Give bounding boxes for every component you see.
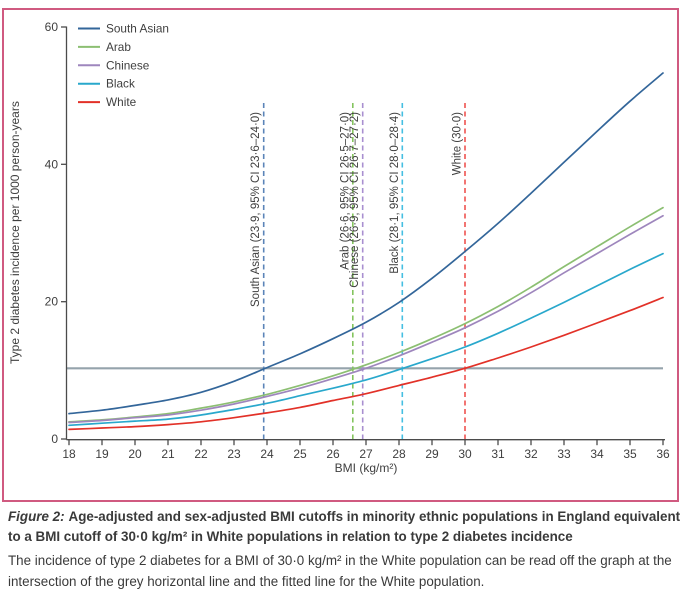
x-tick-label: 21: [161, 447, 175, 461]
x-tick-label: 31: [491, 447, 505, 461]
chart-canvas: South Asian (23·9, 95% CI 23·6–24·0) Arab…: [45, 20, 670, 461]
series-line-south-asian: [68, 72, 664, 415]
cutoff-label-white: White (30·0): [452, 112, 464, 175]
caption-title-text: Age-adjusted and sex-adjusted BMI cutoff…: [8, 509, 681, 544]
legend-label-chinese: Chinese: [106, 58, 150, 72]
cutoff-label-chinese: Chinese (26·9, 95% CI 26·7–27·2): [349, 112, 361, 288]
y-tick-label: 40: [45, 157, 59, 171]
cutoff-label-south-asian: South Asian (23·9, 95% CI 23·6–24·0): [250, 112, 262, 307]
series-line-arab: [68, 206, 664, 423]
x-tick-label: 24: [260, 447, 274, 461]
x-tick-label: 18: [62, 447, 76, 461]
legend-label-white: White: [106, 95, 137, 109]
cutoff-label-black: Black (28·1, 95% CI 28·0–28·4): [389, 112, 401, 274]
x-tick-label: 29: [425, 447, 439, 461]
x-tick-label: 35: [623, 447, 637, 461]
x-tick-label: 22: [194, 447, 208, 461]
x-tick-label: 28: [392, 447, 406, 461]
x-tick-label: 20: [128, 447, 142, 461]
series-line-black: [68, 252, 664, 427]
y-tick-label: 0: [51, 432, 58, 446]
x-tick-label: 25: [293, 447, 307, 461]
x-tick-label: 19: [95, 447, 109, 461]
legend-label-arab: Arab: [106, 40, 131, 54]
x-tick-label: 27: [359, 447, 373, 461]
caption-title: Figure 2: Age-adjusted and sex-adjusted B…: [8, 507, 682, 547]
figure-caption: Figure 2: Age-adjusted and sex-adjusted B…: [8, 507, 682, 592]
y-axis-title: Type 2 diabetes incidence per 1000 perso…: [8, 101, 22, 365]
caption-figure-label: Figure 2:: [8, 509, 65, 524]
legend-label-south-asian: South Asian: [106, 22, 169, 36]
x-tick-label: 32: [524, 447, 538, 461]
caption-body: The incidence of type 2 diabetes for a B…: [8, 553, 672, 589]
y-tick-label: 60: [45, 20, 59, 34]
x-tick-label: 33: [557, 447, 571, 461]
x-tick-label: 26: [326, 447, 340, 461]
cutoff-label-arab: Arab (26·6, 95% CI 26·5–27·0): [339, 112, 351, 270]
x-tick-label: 23: [227, 447, 241, 461]
x-tick-label: 36: [656, 447, 670, 461]
legend-label-black: Black: [106, 77, 135, 91]
y-tick-label: 20: [45, 295, 59, 309]
x-tick-label: 30: [458, 447, 472, 461]
series-line-chinese: [68, 214, 664, 424]
x-axis-title: BMI (kg/m²): [334, 461, 398, 475]
series-line-white: [68, 296, 664, 431]
x-tick-label: 34: [590, 447, 604, 461]
